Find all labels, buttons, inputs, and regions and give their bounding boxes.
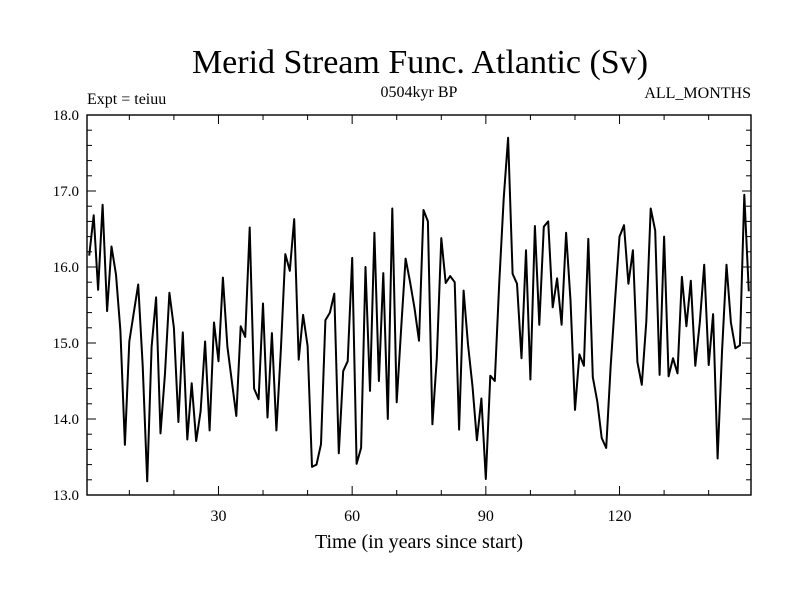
y-tick-labels: 13.0 14.0 15.0 16.0 17.0 18.0 <box>53 108 79 504</box>
series-line <box>88 136 750 483</box>
x-tick-label: 30 <box>210 508 226 525</box>
chart-title: Merid Stream Func. Atlantic (Sv) <box>192 44 648 81</box>
y-tick-label: 14.0 <box>53 412 79 428</box>
x-tick-label: 90 <box>478 508 494 525</box>
tick-marks <box>87 114 751 496</box>
x-tick-label: 120 <box>608 508 632 525</box>
y-tick-label: 13.0 <box>53 488 79 504</box>
y-tick-label: 16.0 <box>53 260 79 276</box>
period-label: 0504kyr BP <box>381 84 458 101</box>
x-axis-label: Time (in years since start) <box>315 531 523 553</box>
months-label: ALL_MONTHS <box>644 85 751 102</box>
y-tick-label: 18.0 <box>53 108 79 124</box>
x-tick-label: 60 <box>344 508 360 525</box>
y-tick-label: 15.0 <box>53 336 79 352</box>
experiment-label: Expt = teiuu <box>87 91 166 108</box>
plot-frame <box>86 114 752 496</box>
y-tick-label: 17.0 <box>53 184 79 200</box>
x-tick-labels: 30 60 90 120 <box>210 508 631 525</box>
